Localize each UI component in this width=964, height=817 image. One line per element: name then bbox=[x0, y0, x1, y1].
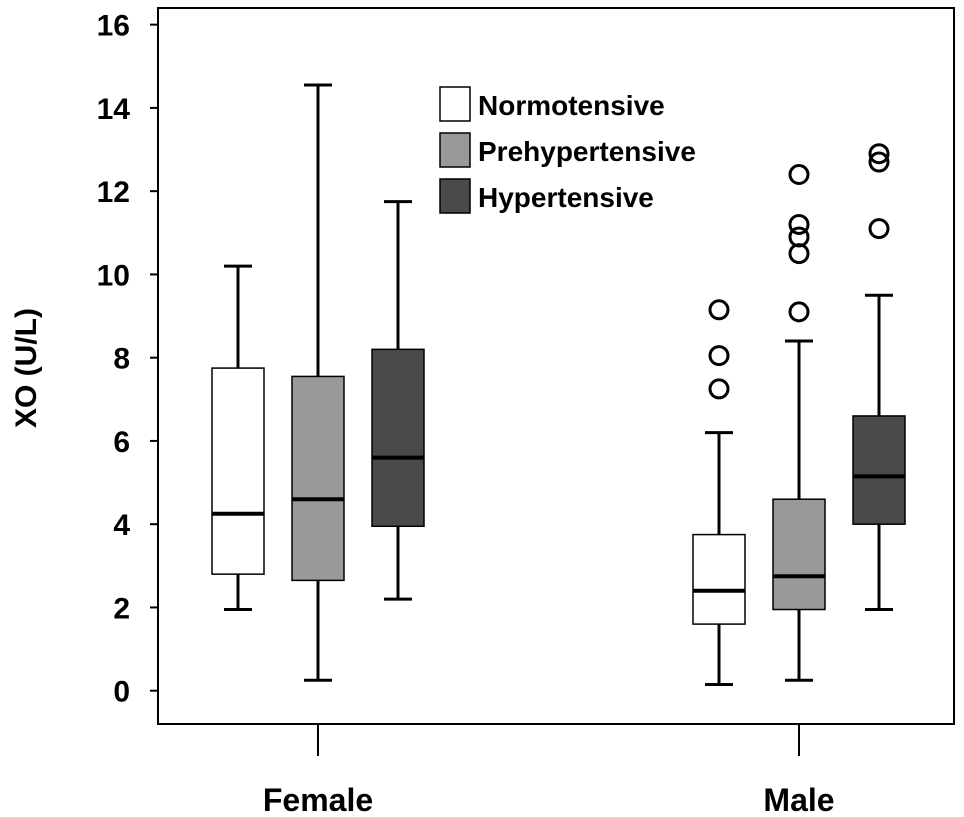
x-axis: Female Male bbox=[263, 724, 835, 817]
outlier-point bbox=[868, 151, 890, 173]
box-series bbox=[211, 83, 906, 686]
outlier-point bbox=[788, 164, 810, 186]
outlier-point bbox=[708, 378, 730, 400]
legend-label: Normotensive bbox=[478, 90, 665, 121]
box-normotensive-male bbox=[692, 299, 746, 686]
y-tick-label: 8 bbox=[113, 343, 130, 376]
x-category-label: Female bbox=[263, 782, 373, 817]
box-iqr bbox=[371, 348, 425, 528]
outlier-point bbox=[868, 218, 890, 240]
box-iqr bbox=[211, 367, 265, 575]
y-tick-label: 12 bbox=[97, 176, 130, 209]
box-hypertensive-female bbox=[371, 200, 425, 601]
outlier-point bbox=[708, 345, 730, 367]
y-axis-title: XO (U/L) bbox=[10, 308, 43, 428]
y-tick-label: 2 bbox=[113, 592, 130, 625]
outlier-point bbox=[788, 213, 810, 235]
y-tick-label: 16 bbox=[97, 10, 130, 43]
y-tick-label: 0 bbox=[113, 676, 130, 709]
outlier-point bbox=[708, 299, 730, 321]
box-prehypertensive-female bbox=[291, 83, 345, 682]
box-iqr bbox=[852, 415, 906, 525]
legend: Normotensive Prehypertensive Hypertensive bbox=[439, 86, 696, 214]
y-tick-label: 14 bbox=[97, 93, 131, 126]
box-prehypertensive-male bbox=[772, 164, 826, 682]
legend-label: Prehypertensive bbox=[478, 136, 696, 167]
y-tick-label: 6 bbox=[113, 426, 130, 459]
y-axis: 0 2 4 6 8 10 12 14 16 bbox=[97, 10, 158, 709]
outlier-point bbox=[788, 226, 810, 248]
x-category-label: Male bbox=[763, 782, 834, 817]
box-iqr bbox=[692, 533, 746, 625]
legend-label: Hypertensive bbox=[478, 182, 654, 213]
outlier-point bbox=[788, 301, 810, 323]
legend-swatch bbox=[439, 178, 471, 214]
box-normotensive-female bbox=[211, 264, 265, 612]
y-tick-label: 10 bbox=[97, 259, 130, 292]
box-iqr bbox=[772, 498, 826, 611]
box-hypertensive-male bbox=[852, 143, 906, 612]
outlier-point bbox=[868, 143, 890, 165]
legend-swatch bbox=[439, 132, 471, 168]
y-tick-label: 4 bbox=[113, 509, 130, 542]
box-iqr bbox=[291, 375, 345, 582]
legend-swatch bbox=[439, 86, 471, 122]
